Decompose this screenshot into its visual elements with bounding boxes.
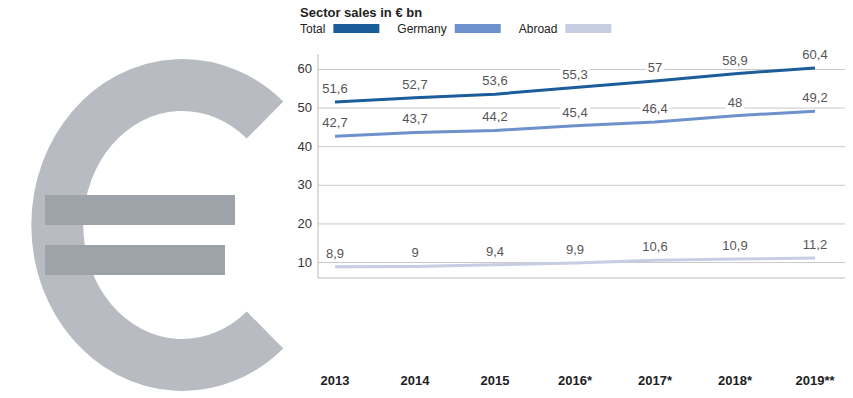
- data-labels: 51,6 52,7 53,6 55,3 57 58,9 60,4 42,7 43,7 44,2 45…: [320, 47, 829, 261]
- data-label: 43,7: [402, 111, 427, 126]
- y-tick-label: 30: [298, 177, 312, 192]
- label-bg: [480, 73, 509, 88]
- label-bg: [800, 90, 829, 105]
- y-tick-label: 20: [298, 216, 312, 231]
- decoration-bar: [45, 245, 225, 275]
- label-bg: [646, 60, 664, 75]
- series-line: [335, 258, 815, 267]
- x-tick-label: 2017*: [638, 373, 673, 388]
- y-tick-label: 40: [298, 139, 312, 154]
- x-tick-label: 2018*: [718, 373, 753, 388]
- label-bg: [726, 95, 744, 110]
- label-bg: [640, 101, 669, 116]
- label-bg: [480, 109, 509, 124]
- y-tick-label: 60: [298, 61, 312, 76]
- data-label: 52,7: [402, 77, 427, 92]
- label-bg: [320, 81, 349, 96]
- data-label: 49,2: [802, 90, 827, 105]
- legend-label: Abroad: [519, 22, 558, 36]
- decoration: [45, 85, 265, 365]
- label-bg: [800, 47, 829, 62]
- label-bg: [564, 242, 586, 257]
- data-label: 51,6: [322, 81, 347, 96]
- label-bg: [801, 237, 829, 252]
- data-label: 44,2: [482, 109, 507, 124]
- label-bg: [720, 53, 749, 68]
- decoration-bar: [45, 195, 235, 225]
- data-label: 57: [648, 60, 662, 75]
- x-tick-label: 2015: [481, 373, 510, 388]
- data-label: 46,4: [642, 101, 667, 116]
- x-tick-label: 2019**: [795, 373, 835, 388]
- chart: Sector sales in € bn Total Germany Abroad 10…: [0, 0, 853, 398]
- y-axis: [318, 54, 319, 278]
- label-bg: [409, 245, 420, 260]
- data-label: 48: [728, 95, 742, 110]
- data-label: 9,4: [486, 244, 504, 259]
- data-label: 11,2: [803, 237, 827, 252]
- title: Sector sales in € bn: [300, 5, 422, 20]
- data-label: 55,3: [562, 67, 587, 82]
- label-bg: [400, 111, 429, 126]
- label-bg: [720, 238, 749, 253]
- data-label: 10,6: [642, 239, 667, 254]
- x-tick-label: 2013: [321, 373, 350, 388]
- legend-swatch: [565, 24, 611, 33]
- data-label: 58,9: [722, 53, 747, 68]
- x-tick-label: 2014: [401, 373, 431, 388]
- y-tick-label: 10: [298, 255, 312, 270]
- legend-label: Total: [300, 22, 325, 36]
- data-label: 9,9: [566, 242, 584, 257]
- label-bg: [484, 244, 506, 259]
- x-axis: [318, 278, 845, 279]
- lines: [335, 68, 815, 267]
- grid-line: [318, 223, 845, 224]
- grid-line: [318, 146, 845, 147]
- data-label: 45,4: [562, 105, 587, 120]
- data-label: 9: [411, 245, 418, 260]
- data-label: 53,6: [482, 73, 507, 88]
- legend-swatch: [333, 24, 379, 33]
- x-tick-label: 2016*: [558, 373, 593, 388]
- label-bg: [324, 246, 346, 261]
- grid-line: [318, 185, 845, 186]
- label-bg: [560, 105, 589, 120]
- legend-label: Germany: [397, 22, 446, 36]
- label-bg: [640, 239, 669, 254]
- decoration-arc: [57, 85, 265, 365]
- data-label: 10,9: [722, 238, 747, 253]
- legend-swatch: [455, 24, 501, 33]
- data-label: 8,9: [326, 246, 344, 261]
- data-label: 60,4: [802, 47, 827, 62]
- y-tick-label: 50: [298, 100, 312, 115]
- label-bg: [320, 115, 349, 130]
- label-bg: [560, 67, 589, 82]
- data-label: 42,7: [322, 115, 347, 130]
- label-bg: [400, 77, 429, 92]
